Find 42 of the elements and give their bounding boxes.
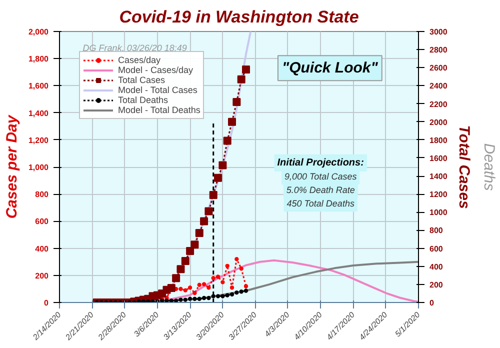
legend-label: Model - Cases/day xyxy=(118,65,194,75)
y-tick-label: 0 xyxy=(44,298,50,308)
annotation: 5.0% Death Rate xyxy=(286,185,355,196)
legend-label: Model - Total Deaths xyxy=(118,105,200,115)
y2-tick-label: 1000 xyxy=(430,208,448,218)
y2-tick-label: 2600 xyxy=(430,64,448,73)
y2-tick-label: 1200 xyxy=(430,190,448,200)
annotation: 450 Total Deaths xyxy=(286,198,355,209)
y2-tick-label: 800 xyxy=(430,226,444,236)
y-tick-label: 600 xyxy=(35,217,50,226)
legend-label: Model - Total Cases xyxy=(118,85,198,95)
y-tick-label: 2,000 xyxy=(28,28,50,36)
y2-tick-label: 600 xyxy=(430,244,444,254)
y-tick-label: 1,000 xyxy=(28,163,50,172)
chart-title: Covid-19 in Washington State xyxy=(119,8,359,26)
y2-tick-label: 1400 xyxy=(430,172,448,182)
y2-tick-label: 1600 xyxy=(430,154,448,163)
y2-tick-label: 2800 xyxy=(430,46,448,55)
y2-axis-title: Total Cases Deaths xyxy=(455,125,498,209)
y2-tick-label: 0 xyxy=(430,298,434,308)
legend-label: Total Cases xyxy=(118,75,166,85)
y-tick-label: 1,600 xyxy=(28,82,50,91)
annotation: "Quick Look" xyxy=(282,60,379,77)
y-tick-label: 800 xyxy=(35,190,50,200)
y-tick-label: 200 xyxy=(35,271,50,280)
legend-label: Cases/day xyxy=(118,55,161,65)
annotation: 9,000 Total Cases xyxy=(284,171,358,182)
y2-tick-label: 2200 xyxy=(430,100,448,109)
y2-tick-label: 2400 xyxy=(430,82,448,91)
y2-tick-label: 1800 xyxy=(430,136,448,145)
y2-tick-label: 200 xyxy=(430,280,444,290)
y-tick-label: 400 xyxy=(35,244,50,254)
y2-tick-label: 3000 xyxy=(430,28,448,36)
y-tick-label: 1,800 xyxy=(28,54,50,64)
y2-tick-label: 2000 xyxy=(430,118,448,127)
legend-label: Total Deaths xyxy=(118,95,168,105)
annotation: DG Frank, 03/26/20 18:49 xyxy=(82,42,187,53)
y-tick-label: 1,200 xyxy=(28,136,50,145)
y-tick-label: 1,400 xyxy=(28,108,50,118)
y2-tick-label: 400 xyxy=(430,262,444,272)
annotation: Initial Projections: xyxy=(277,157,364,168)
y-axis-title: Cases per Day xyxy=(3,114,20,219)
